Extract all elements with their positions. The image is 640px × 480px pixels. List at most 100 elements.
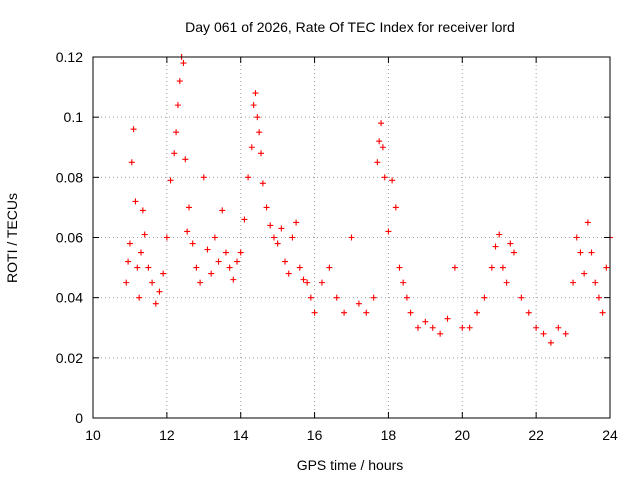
data-point: [510, 249, 517, 256]
data-point: [259, 180, 266, 187]
data-point: [422, 318, 429, 325]
data-point: [396, 264, 403, 271]
data-point: [381, 174, 388, 181]
data-point: [392, 204, 399, 211]
data-point: [167, 177, 174, 184]
data-point: [577, 249, 584, 256]
data-point: [230, 276, 237, 283]
data-point: [595, 294, 602, 301]
data-point: [403, 294, 410, 301]
data-point: [241, 216, 248, 223]
data-point: [258, 150, 265, 157]
data-point: [163, 234, 170, 241]
data-point: [429, 324, 436, 331]
data-point: [149, 279, 156, 286]
x-tick-label: 16: [307, 427, 323, 443]
data-point: [503, 279, 510, 286]
data-point: [130, 126, 137, 133]
y-tick-label: 0.06: [56, 230, 83, 246]
data-point: [136, 294, 143, 301]
y-tick-label: 0.02: [56, 350, 83, 366]
data-point: [176, 78, 183, 85]
data-point: [525, 309, 532, 316]
chart-title: Day 061 of 2026, Rate Of TEC Index for r…: [185, 19, 515, 35]
data-point: [584, 219, 591, 226]
data-point: [285, 270, 292, 277]
data-point: [307, 294, 314, 301]
data-point: [189, 240, 196, 247]
data-point: [437, 330, 444, 337]
data-point: [518, 294, 525, 301]
data-point: [141, 231, 148, 238]
data-point: [200, 174, 207, 181]
data-point: [389, 177, 396, 184]
data-point: [496, 231, 503, 238]
y-tick-label: 0.1: [64, 109, 84, 125]
axes: [92, 56, 611, 419]
data-point: [492, 243, 499, 250]
data-point: [211, 234, 218, 241]
data-point: [254, 114, 261, 121]
y-tick-label: 0.04: [56, 290, 83, 306]
data-point: [376, 138, 383, 145]
data-point: [603, 264, 610, 271]
data-point: [570, 279, 577, 286]
data-point: [499, 264, 506, 271]
data-point: [293, 219, 300, 226]
grid-lines: [93, 57, 610, 418]
data-point: [193, 264, 200, 271]
data-point: [459, 324, 466, 331]
data-point: [274, 240, 281, 247]
data-point: [481, 294, 488, 301]
data-point: [282, 258, 289, 265]
data-point: [588, 249, 595, 256]
data-point: [400, 279, 407, 286]
data-point: [270, 234, 277, 241]
data-point: [252, 90, 259, 97]
data-point: [326, 264, 333, 271]
data-point: [256, 129, 263, 136]
data-point: [237, 249, 244, 256]
data-point: [226, 264, 233, 271]
x-tick-label: 20: [454, 427, 470, 443]
data-point: [547, 339, 554, 346]
data-point: [333, 294, 340, 301]
data-point: [592, 279, 599, 286]
data-point: [171, 150, 178, 157]
data-point: [160, 270, 167, 277]
data-point: [562, 330, 569, 337]
x-tick-label: 24: [602, 427, 618, 443]
data-point: [182, 156, 189, 163]
data-point: [219, 207, 226, 214]
data-point: [263, 204, 270, 211]
data-point: [138, 249, 145, 256]
data-point: [318, 279, 325, 286]
data-point: [184, 228, 191, 235]
data-point: [126, 240, 133, 247]
data-point: [174, 102, 181, 109]
data-point: [215, 258, 222, 265]
data-point: [250, 102, 257, 109]
data-point: [385, 228, 392, 235]
y-tick-label: 0.08: [56, 169, 83, 185]
data-point: [134, 264, 141, 271]
tick-labels: 10 12 14 16 18 20 22 24 0 0.02 0.04 0.06 0.08 0.1 0.12: [56, 49, 618, 443]
data-point: [180, 60, 187, 67]
data-point: [234, 258, 241, 265]
data-point: [267, 222, 274, 229]
data-point: [599, 309, 606, 316]
data-point: [245, 174, 252, 181]
data-point: [444, 315, 451, 322]
x-axis-label: GPS time / hours: [297, 457, 404, 473]
data-point: [407, 309, 414, 316]
y-tick-label: 0.12: [56, 49, 83, 65]
data-point: [296, 264, 303, 271]
data-point: [123, 279, 130, 286]
data-point: [197, 279, 204, 286]
data-point: [311, 309, 318, 316]
data-point: [581, 270, 588, 277]
x-tick-label: 18: [381, 427, 397, 443]
x-tick-label: 22: [528, 427, 544, 443]
data-point: [204, 246, 211, 253]
